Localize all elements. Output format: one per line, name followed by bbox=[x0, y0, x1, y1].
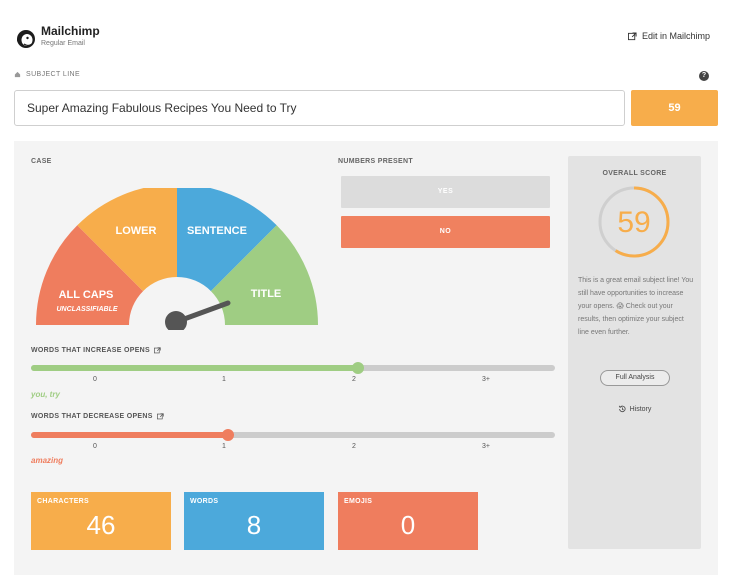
external-link-icon bbox=[627, 31, 637, 40]
app-subtitle: Regular Email bbox=[41, 40, 85, 47]
emojis-value: 0 bbox=[400, 510, 416, 540]
increase-tick: 3+ bbox=[482, 376, 490, 383]
overall-score-title: OVERALL SCORE bbox=[602, 170, 667, 177]
gauge-label-all-caps: ALL CAPS bbox=[59, 289, 114, 301]
increase-tick: 0 bbox=[93, 376, 97, 383]
gauge-segment-all-caps[interactable] bbox=[36, 225, 144, 325]
case-label: CASE bbox=[31, 158, 52, 165]
characters-card: CHARACTERS 46 bbox=[31, 492, 171, 550]
overall-score-card: OVERALL SCORE 59 This is a great email s… bbox=[568, 156, 701, 549]
decrease-tick: 0 bbox=[93, 443, 97, 450]
increase-tick: 2 bbox=[352, 376, 356, 383]
decrease-tick: 1 bbox=[222, 443, 226, 450]
help-icon[interactable]: ? bbox=[699, 71, 709, 81]
gauge-segment-sentence[interactable] bbox=[177, 188, 277, 292]
home-icon bbox=[14, 71, 21, 78]
gauge-label-title: TITLE bbox=[251, 288, 282, 300]
gauge-label-sentence: SENTENCE bbox=[187, 225, 247, 237]
decrease-opens-label-text: WORDS THAT DECREASE OPENS bbox=[31, 413, 153, 420]
increase-words-found: you, try bbox=[31, 390, 60, 399]
gauge-segment-title[interactable] bbox=[210, 225, 318, 325]
increase-opens-slider[interactable] bbox=[31, 362, 555, 374]
emojis-card: EMOJIS 0 bbox=[338, 492, 478, 550]
characters-label: CHARACTERS bbox=[37, 498, 89, 505]
gauge-note-unclassifiable: UNCLASSIFIABLE bbox=[56, 306, 117, 313]
words-label: WORDS bbox=[190, 498, 219, 505]
words-value: 8 bbox=[246, 510, 262, 540]
gauge-label-lower: LOWER bbox=[116, 225, 157, 237]
decrease-tick: 2 bbox=[352, 443, 356, 450]
increase-opens-thumb[interactable] bbox=[352, 362, 364, 374]
mailchimp-logo-icon bbox=[17, 30, 35, 48]
edit-link-label: Edit in Mailchimp bbox=[641, 31, 710, 41]
overall-score-ring: 59 bbox=[598, 186, 670, 258]
decrease-tick: 3+ bbox=[482, 443, 490, 450]
decrease-opens-fill bbox=[31, 432, 229, 438]
gauge-segment-lower[interactable] bbox=[77, 188, 177, 292]
app-name: Mailchimp bbox=[41, 24, 100, 38]
decrease-opens-slider[interactable] bbox=[31, 429, 555, 441]
history-link[interactable]: History bbox=[568, 405, 701, 413]
history-label: History bbox=[629, 405, 652, 413]
edit-in-mailchimp-link[interactable]: Edit in Mailchimp bbox=[627, 31, 710, 41]
numbers-present-label: NUMBERS PRESENT bbox=[338, 158, 413, 165]
numbers-no-button[interactable]: NO bbox=[341, 216, 550, 248]
gauge-needle bbox=[165, 300, 231, 330]
characters-value: 46 bbox=[86, 510, 116, 540]
history-icon bbox=[618, 405, 626, 413]
emojis-label: EMOJIS bbox=[344, 498, 373, 505]
overall-score-description: This is a great email subject line! You … bbox=[578, 277, 694, 336]
increase-opens-label-text: WORDS THAT INCREASE OPENS bbox=[31, 347, 150, 354]
decrease-opens-label: WORDS THAT DECREASE OPENS bbox=[31, 413, 164, 420]
subject-line-input[interactable] bbox=[14, 90, 625, 126]
decrease-words-found: amazing bbox=[31, 456, 64, 465]
subject-line-label-text: SUBJECT LINE bbox=[26, 71, 81, 78]
case-gauge: ALL CAPS UNCLASSIFIABLE LOWER SENTENCE T… bbox=[36, 188, 318, 330]
words-card: WORDS 8 bbox=[184, 492, 324, 550]
subject-line-label: SUBJECT LINE bbox=[14, 71, 80, 78]
decrease-opens-thumb[interactable] bbox=[222, 429, 234, 441]
external-link-icon[interactable] bbox=[154, 347, 161, 354]
subject-score-badge: 59 bbox=[631, 90, 718, 126]
numbers-yes-button[interactable]: YES bbox=[341, 176, 550, 208]
external-link-icon[interactable] bbox=[156, 413, 164, 420]
full-analysis-button[interactable]: Full Analysis bbox=[600, 370, 670, 386]
increase-opens-fill bbox=[31, 365, 359, 371]
increase-tick: 1 bbox=[222, 376, 226, 383]
increase-opens-label: WORDS THAT INCREASE OPENS bbox=[31, 347, 161, 354]
app-header: Mailchimp Regular Email Edit in Mailchim… bbox=[0, 0, 731, 60]
overall-score-value: 59 bbox=[617, 206, 650, 239]
